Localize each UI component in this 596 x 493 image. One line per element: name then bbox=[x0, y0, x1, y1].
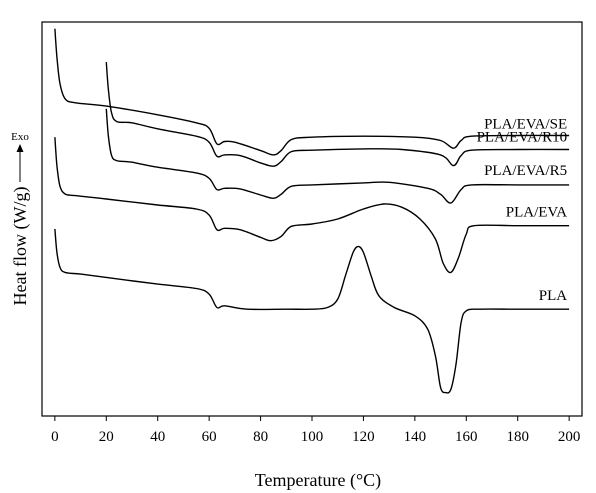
series-label: PLA bbox=[539, 288, 568, 304]
x-axis-ticks: 0 20 40 60 80 100 120 140 160 180 200 bbox=[51, 416, 580, 445]
x-tick-label: 200 bbox=[558, 429, 581, 445]
x-tick-label: 160 bbox=[455, 429, 478, 445]
curves-layer bbox=[54, 28, 570, 394]
x-tick-label: 120 bbox=[352, 429, 375, 445]
x-tick-label: 0 bbox=[51, 429, 59, 445]
series-line bbox=[105, 108, 570, 204]
series-line bbox=[105, 62, 570, 167]
series-label: PLA/EVA/R5 bbox=[484, 163, 567, 179]
x-tick-label: 140 bbox=[404, 429, 427, 445]
x-axis-title: Temperature (°C) bbox=[255, 470, 381, 491]
x-tick-label: 20 bbox=[99, 429, 114, 445]
exo-arrow-head-icon bbox=[16, 144, 24, 152]
exo-indicator: Exo bbox=[11, 131, 29, 182]
series-label: PLA/EVA bbox=[506, 205, 568, 221]
x-tick-label: 180 bbox=[506, 429, 529, 445]
x-tick-label: 100 bbox=[301, 429, 324, 445]
exo-label: Exo bbox=[11, 131, 29, 143]
series-line bbox=[54, 137, 570, 274]
x-tick-label: 60 bbox=[202, 429, 217, 445]
x-tick-label: 40 bbox=[150, 429, 165, 445]
series-line bbox=[54, 28, 570, 156]
series-label: PLA/EVA/SE bbox=[484, 117, 567, 133]
y-axis-title: Heat flow (W/g) bbox=[10, 187, 31, 306]
series-label: PLA/EVA/R10 bbox=[477, 130, 568, 146]
x-tick-label: 80 bbox=[253, 429, 268, 445]
plot-frame bbox=[41, 21, 583, 417]
series-line bbox=[54, 228, 570, 394]
